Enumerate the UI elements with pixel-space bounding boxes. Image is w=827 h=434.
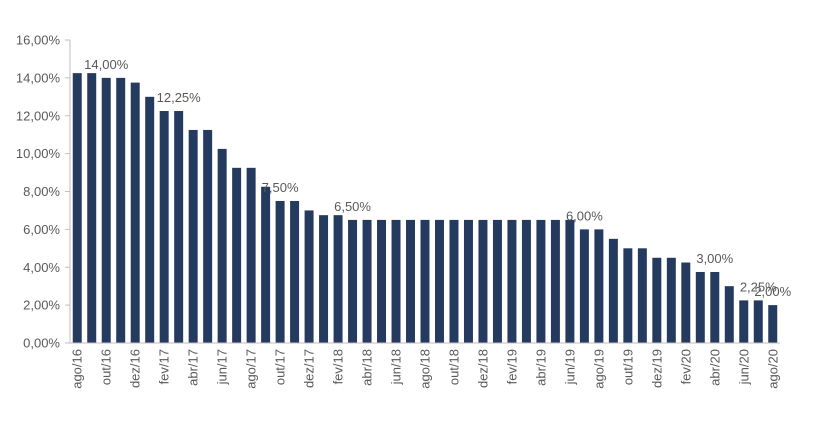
bar	[333, 215, 343, 343]
bar	[362, 219, 372, 343]
bar	[188, 129, 198, 343]
bar	[695, 271, 705, 343]
x-tick-label: fev/20	[678, 349, 693, 384]
bar	[435, 219, 444, 343]
x-tick-label: out/17	[273, 349, 288, 385]
bar	[391, 219, 401, 343]
bar	[768, 305, 778, 344]
x-tick-label: ago/19	[591, 349, 606, 389]
bar	[652, 257, 662, 343]
bar	[536, 219, 546, 343]
x-tick-label: dez/17	[302, 349, 317, 388]
bar	[319, 215, 329, 343]
x-tick-label: abr/19	[533, 349, 548, 386]
data-label: 7,50%	[262, 180, 299, 195]
bar	[72, 73, 82, 343]
y-tick-label: 8,00%	[23, 184, 60, 199]
x-tick-label: out/19	[620, 349, 635, 385]
bar	[739, 300, 749, 343]
x-tick-label: ago/20	[765, 349, 780, 389]
x-tick-label: abr/17	[186, 349, 201, 386]
bar	[232, 167, 242, 343]
y-tick-label: 6,00%	[23, 222, 60, 237]
bar	[681, 262, 691, 343]
y-tick-label: 4,00%	[23, 260, 60, 275]
y-axis: 0,00% 2,00% 4,00% 6,00% 8,00% 10,00% 12,00% 14,…	[16, 33, 71, 351]
data-label: 6,00%	[566, 208, 603, 223]
bar	[130, 82, 140, 344]
x-tick-label: jun/17	[215, 349, 230, 385]
bar	[101, 77, 111, 344]
bar	[608, 238, 618, 343]
bar	[420, 219, 430, 343]
x-tick-label: dez/18	[475, 349, 490, 388]
bar	[492, 219, 502, 343]
data-label: 14,00%	[84, 57, 129, 72]
bar	[565, 219, 575, 343]
bar	[724, 286, 734, 343]
x-tick-label: jun/19	[562, 349, 577, 385]
bar	[623, 248, 633, 343]
data-label: 12,25%	[157, 90, 202, 105]
y-tick-label: 12,00%	[16, 108, 61, 123]
bar	[666, 257, 676, 343]
bar	[290, 200, 300, 343]
bar	[377, 219, 387, 343]
data-label: 2,25%	[740, 279, 777, 294]
bar	[507, 219, 517, 343]
bar	[478, 219, 488, 343]
bar	[521, 219, 531, 343]
bar	[594, 229, 604, 344]
x-tick-label: fev/17	[157, 349, 172, 384]
x-axis: ago/16 out/16 dez/16 fev/17 abr/17 jun/17 ago/…	[70, 342, 780, 389]
data-label: 3,00%	[696, 251, 733, 266]
bar	[406, 219, 415, 343]
y-tick-label: 2,00%	[23, 298, 60, 313]
bar	[116, 77, 126, 344]
data-label: 2,00%	[754, 284, 791, 299]
x-tick-label: fev/19	[504, 349, 519, 384]
bar	[710, 271, 720, 343]
x-tick-label: ago/18	[418, 349, 433, 389]
bar	[174, 111, 184, 344]
y-tick-label: 16,00%	[16, 33, 61, 48]
bar	[159, 111, 169, 344]
bar	[87, 73, 97, 343]
x-tick-label: ago/16	[70, 349, 85, 389]
bar	[579, 229, 589, 344]
x-tick-label: fev/18	[331, 349, 346, 384]
y-tick-label: 14,00%	[16, 70, 61, 85]
bar	[753, 300, 763, 343]
y-tick-label: 10,00%	[16, 146, 61, 161]
bar	[637, 248, 647, 343]
bars	[72, 73, 778, 344]
bar	[246, 167, 256, 343]
bar	[217, 148, 227, 343]
x-tick-label: abr/18	[360, 349, 375, 386]
x-tick-label: ago/17	[244, 349, 259, 389]
x-tick-label: jun/20	[736, 349, 751, 385]
bar	[203, 129, 213, 343]
data-labels: 14,00% 12,25% 7,50% 6,50% 6,00% 3,00% 2,25%2,0…	[84, 57, 791, 299]
bar	[261, 186, 271, 343]
x-tick-label: dez/16	[128, 349, 143, 388]
x-tick-label: dez/19	[649, 349, 664, 388]
x-tick-label: out/18	[446, 349, 461, 385]
data-label: 6,50%	[334, 199, 371, 214]
bar	[275, 200, 285, 343]
bar	[550, 219, 560, 343]
bar	[304, 210, 314, 343]
x-tick-label: jun/18	[389, 349, 404, 385]
x-tick-label: out/16	[99, 349, 114, 385]
bar	[463, 219, 473, 343]
bar	[449, 219, 459, 343]
bar	[348, 219, 358, 343]
x-tick-label: abr/20	[707, 349, 722, 386]
y-tick-label: 0,00%	[23, 336, 60, 351]
bar	[145, 96, 155, 343]
